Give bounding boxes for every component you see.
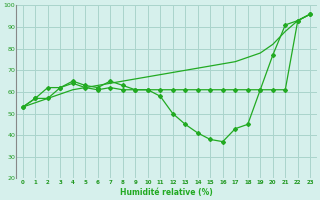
X-axis label: Humidité relative (%): Humidité relative (%) — [120, 188, 213, 197]
